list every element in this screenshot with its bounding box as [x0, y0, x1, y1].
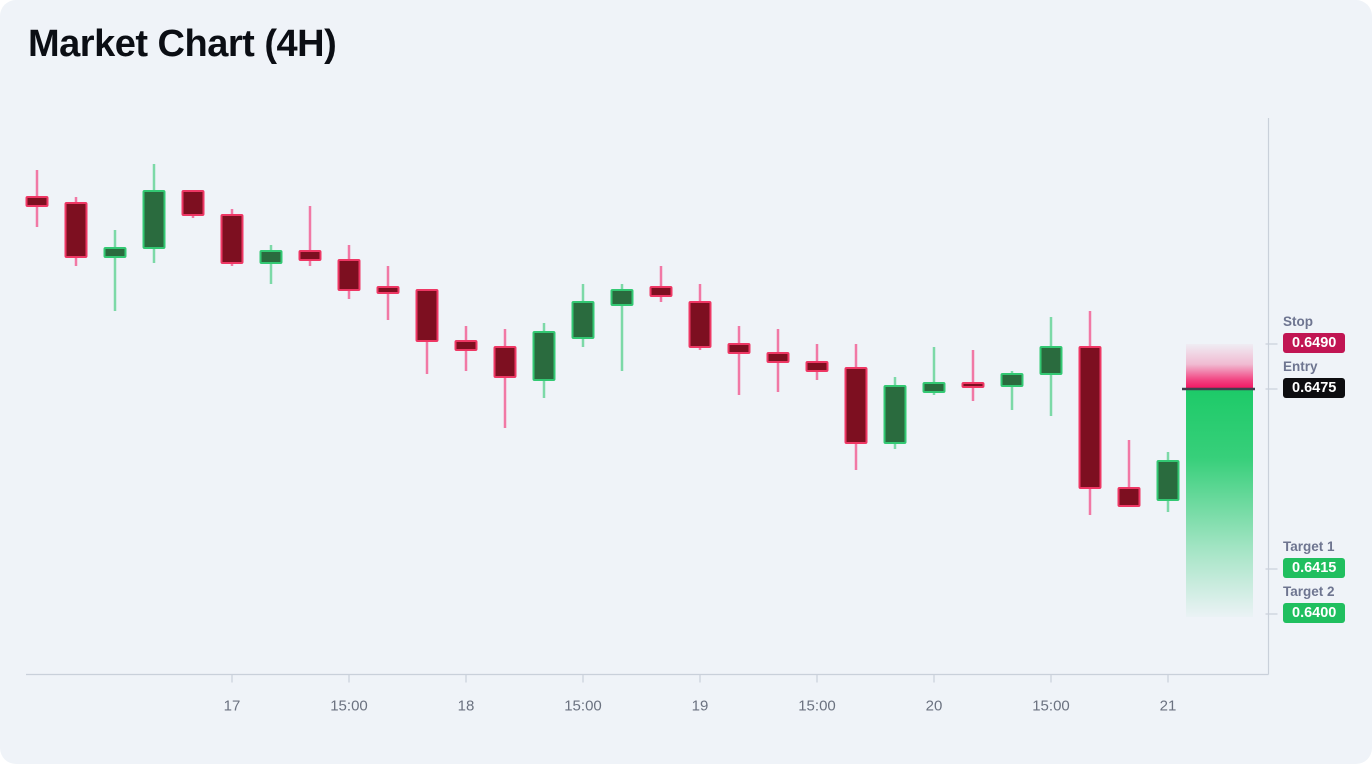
candle-5	[220, 209, 244, 266]
x-axis-label: 15:00	[330, 698, 368, 715]
level-stop: Stop 0.6490	[1283, 314, 1369, 353]
candle-9	[376, 266, 400, 320]
candle-4	[181, 190, 205, 218]
bearish-body	[220, 214, 244, 264]
target2-price-badge: 0.6400	[1283, 603, 1346, 623]
bullish-body	[103, 247, 127, 258]
bearish-body	[64, 202, 88, 258]
bearish-body	[961, 382, 985, 388]
x-axis-label: 21	[1160, 698, 1177, 715]
candle-23	[922, 347, 946, 395]
candle-6	[259, 245, 283, 284]
bearish-body	[1078, 346, 1102, 489]
candle-12	[493, 329, 517, 428]
bullish-body	[883, 385, 907, 444]
candle-19	[766, 329, 790, 392]
candle-15	[610, 284, 634, 371]
candle-28	[1117, 440, 1141, 507]
x-axis-label: 20	[926, 698, 943, 715]
bearish-body	[649, 286, 673, 297]
bearish-body	[298, 250, 322, 261]
bearish-body	[337, 259, 361, 291]
candle-26	[1039, 317, 1063, 416]
candle-20	[805, 344, 829, 380]
bearish-body	[454, 340, 478, 351]
bearish-body	[181, 190, 205, 216]
candle-11	[454, 326, 478, 371]
candle-0	[25, 170, 49, 227]
x-axis-label: 17	[224, 698, 241, 715]
candles-layer	[25, 164, 1180, 515]
level-target1: Target 1 0.6415	[1283, 539, 1369, 578]
level-target2: Target 2 0.6400	[1283, 584, 1369, 623]
x-axis-label: 19	[692, 698, 709, 715]
candle-16	[649, 266, 673, 302]
entry-price-badge: 0.6475	[1283, 378, 1346, 398]
candle-3	[142, 164, 166, 263]
bullish-body	[571, 301, 595, 339]
bullish-body	[1156, 460, 1180, 501]
candle-22	[883, 377, 907, 449]
x-axis-label: 15:00	[564, 698, 602, 715]
stop-label: Stop	[1283, 314, 1313, 329]
candle-10	[415, 289, 439, 374]
bearish-body	[727, 343, 751, 354]
bearish-body	[376, 286, 400, 294]
bearish-body	[25, 196, 49, 207]
bearish-body	[415, 289, 439, 342]
candle-14	[571, 284, 595, 347]
x-axis: 17 15:00 18 15:00 19 15:00 20 15:00 21	[26, 673, 1269, 715]
x-axis-label: 18	[458, 698, 475, 715]
candle-21	[844, 344, 868, 470]
bullish-body	[1000, 373, 1024, 387]
candle-8	[337, 245, 361, 299]
stop-price-badge: 0.6490	[1283, 333, 1346, 353]
candle-25	[1000, 371, 1024, 410]
candle-2	[103, 230, 127, 311]
target1-price-badge: 0.6415	[1283, 558, 1346, 578]
candle-7	[298, 206, 322, 266]
candle-29	[1156, 452, 1180, 512]
bullish-body	[610, 289, 634, 306]
candle-1	[64, 197, 88, 266]
bearish-body	[1117, 487, 1141, 507]
bullish-body	[922, 382, 946, 393]
bearish-body	[493, 346, 517, 378]
candle-27	[1078, 311, 1102, 515]
entry-label: Entry	[1283, 359, 1318, 374]
price-axis	[1265, 118, 1278, 675]
bearish-body	[688, 301, 712, 348]
candle-17	[688, 284, 712, 350]
x-axis-label: 15:00	[1032, 698, 1070, 715]
candle-18	[727, 326, 751, 395]
level-entry: Entry 0.6475	[1283, 359, 1369, 398]
bearish-body	[844, 367, 868, 444]
bullish-body	[142, 190, 166, 249]
bearish-body	[766, 352, 790, 363]
bearish-body	[805, 361, 829, 372]
page-title: Market Chart (4H)	[28, 23, 337, 65]
bullish-body	[259, 250, 283, 264]
bullish-body	[532, 331, 556, 381]
trade-zone	[1182, 344, 1255, 617]
profit-zone	[1186, 390, 1253, 617]
x-axis-label: 15:00	[798, 698, 836, 715]
candle-13	[532, 323, 556, 398]
candle-24	[961, 350, 985, 401]
target1-label: Target 1	[1283, 539, 1335, 554]
stop-zone	[1186, 344, 1253, 389]
target2-label: Target 2	[1283, 584, 1335, 599]
bullish-body	[1039, 346, 1063, 375]
